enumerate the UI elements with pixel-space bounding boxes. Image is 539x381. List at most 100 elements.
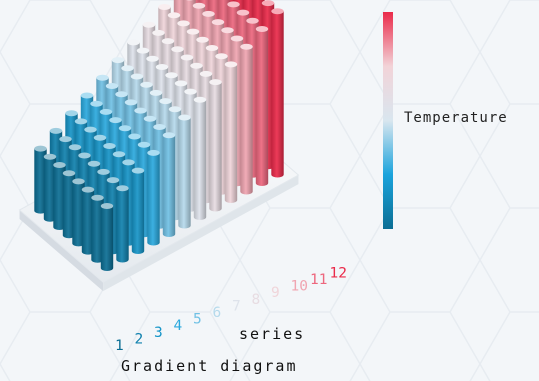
column-top	[134, 107, 147, 114]
column-body	[193, 99, 207, 220]
column-s2-r1	[116, 185, 129, 263]
column-top	[53, 162, 66, 168]
temperature-color-scale	[383, 12, 393, 229]
column-top	[271, 8, 284, 15]
column-top	[140, 81, 153, 88]
column-s1-r3	[81, 186, 95, 255]
column-top	[91, 194, 104, 201]
column-top	[215, 53, 228, 60]
column-top	[159, 98, 172, 105]
column-top	[68, 144, 82, 151]
series-tick-8: 8	[252, 292, 261, 308]
column-top	[115, 91, 128, 98]
column-top	[193, 96, 207, 103]
column-s6-r1	[178, 114, 191, 229]
column-top	[146, 55, 159, 62]
column-top	[167, 12, 181, 19]
column-top	[184, 88, 197, 95]
column-s10-r1	[240, 43, 253, 195]
series-tick-5: 5	[193, 312, 202, 328]
column-top	[59, 136, 72, 143]
columns	[34, 0, 284, 271]
column-top	[43, 153, 57, 160]
series-tick-3: 3	[154, 325, 163, 341]
series-tick-9: 9	[271, 285, 280, 301]
column-body	[100, 206, 114, 271]
column-top	[192, 2, 206, 9]
platform-side-front	[103, 175, 299, 292]
column-body	[53, 165, 66, 230]
column-top	[246, 17, 259, 24]
column-top	[130, 73, 144, 80]
column-body	[240, 46, 253, 195]
column-top	[136, 47, 150, 54]
column-top	[74, 118, 88, 125]
column-top	[103, 143, 116, 149]
column-top	[49, 127, 63, 134]
column-top	[236, 9, 250, 16]
column-top	[78, 152, 91, 159]
column-top	[186, 0, 193, 1]
column-body	[147, 152, 160, 246]
series-tick-10: 10	[291, 279, 308, 295]
series-tick-4: 4	[174, 318, 183, 334]
series-tick-2: 2	[135, 331, 144, 347]
column-top	[124, 99, 138, 106]
column-top	[106, 177, 120, 184]
column-body	[72, 181, 85, 247]
column-s4-r1	[147, 149, 160, 246]
column-top	[211, 19, 225, 26]
column-s9-r1	[224, 61, 238, 204]
column-top	[230, 35, 244, 42]
column-top	[177, 20, 190, 27]
column-top	[62, 170, 76, 177]
column-s1-r8	[34, 145, 47, 214]
column-body	[271, 11, 284, 178]
column-top	[224, 61, 238, 68]
column-s1-r7	[43, 153, 57, 222]
platform-side-left	[19, 210, 104, 292]
column-body	[178, 117, 191, 229]
series-tick-1: 1	[115, 338, 124, 354]
column-top	[80, 92, 94, 99]
column-body	[255, 29, 269, 186]
column-top	[127, 39, 140, 46]
column-top	[84, 126, 97, 133]
column-top	[142, 21, 156, 28]
column-body	[34, 148, 47, 214]
series-tick-labels: 1 2 3 4 5 6 7 8 9 10 11 12	[115, 265, 347, 354]
color-scale-label: Temperature	[404, 110, 508, 126]
column-s11-r1	[255, 26, 269, 186]
column-top	[209, 79, 222, 86]
column-top	[165, 72, 178, 79]
column-top	[221, 27, 234, 34]
column-top	[122, 159, 135, 166]
column-top	[72, 178, 85, 185]
column-top	[112, 151, 126, 158]
column-top	[174, 80, 188, 87]
column-body	[224, 64, 238, 204]
column-top	[116, 185, 129, 192]
column-top	[87, 160, 101, 167]
column-s3-r1	[131, 167, 145, 255]
column-top	[97, 168, 110, 175]
column-top	[99, 108, 113, 115]
column-top	[180, 54, 194, 61]
column-body	[209, 82, 222, 212]
column-top	[118, 125, 132, 132]
column-top	[90, 100, 103, 107]
column-top	[186, 28, 200, 35]
column-top	[81, 186, 95, 193]
column-top	[196, 36, 209, 43]
column-top	[205, 45, 219, 51]
chart-title: Gradient diagram	[121, 357, 298, 375]
column-top	[161, 38, 175, 45]
column-s7-r1	[193, 96, 207, 220]
column-s1-r2	[91, 194, 104, 263]
series-tick-6: 6	[213, 305, 222, 321]
column-s12-r1	[271, 8, 284, 178]
column-top	[111, 57, 125, 64]
column-top	[178, 114, 191, 121]
column-body	[131, 170, 145, 255]
